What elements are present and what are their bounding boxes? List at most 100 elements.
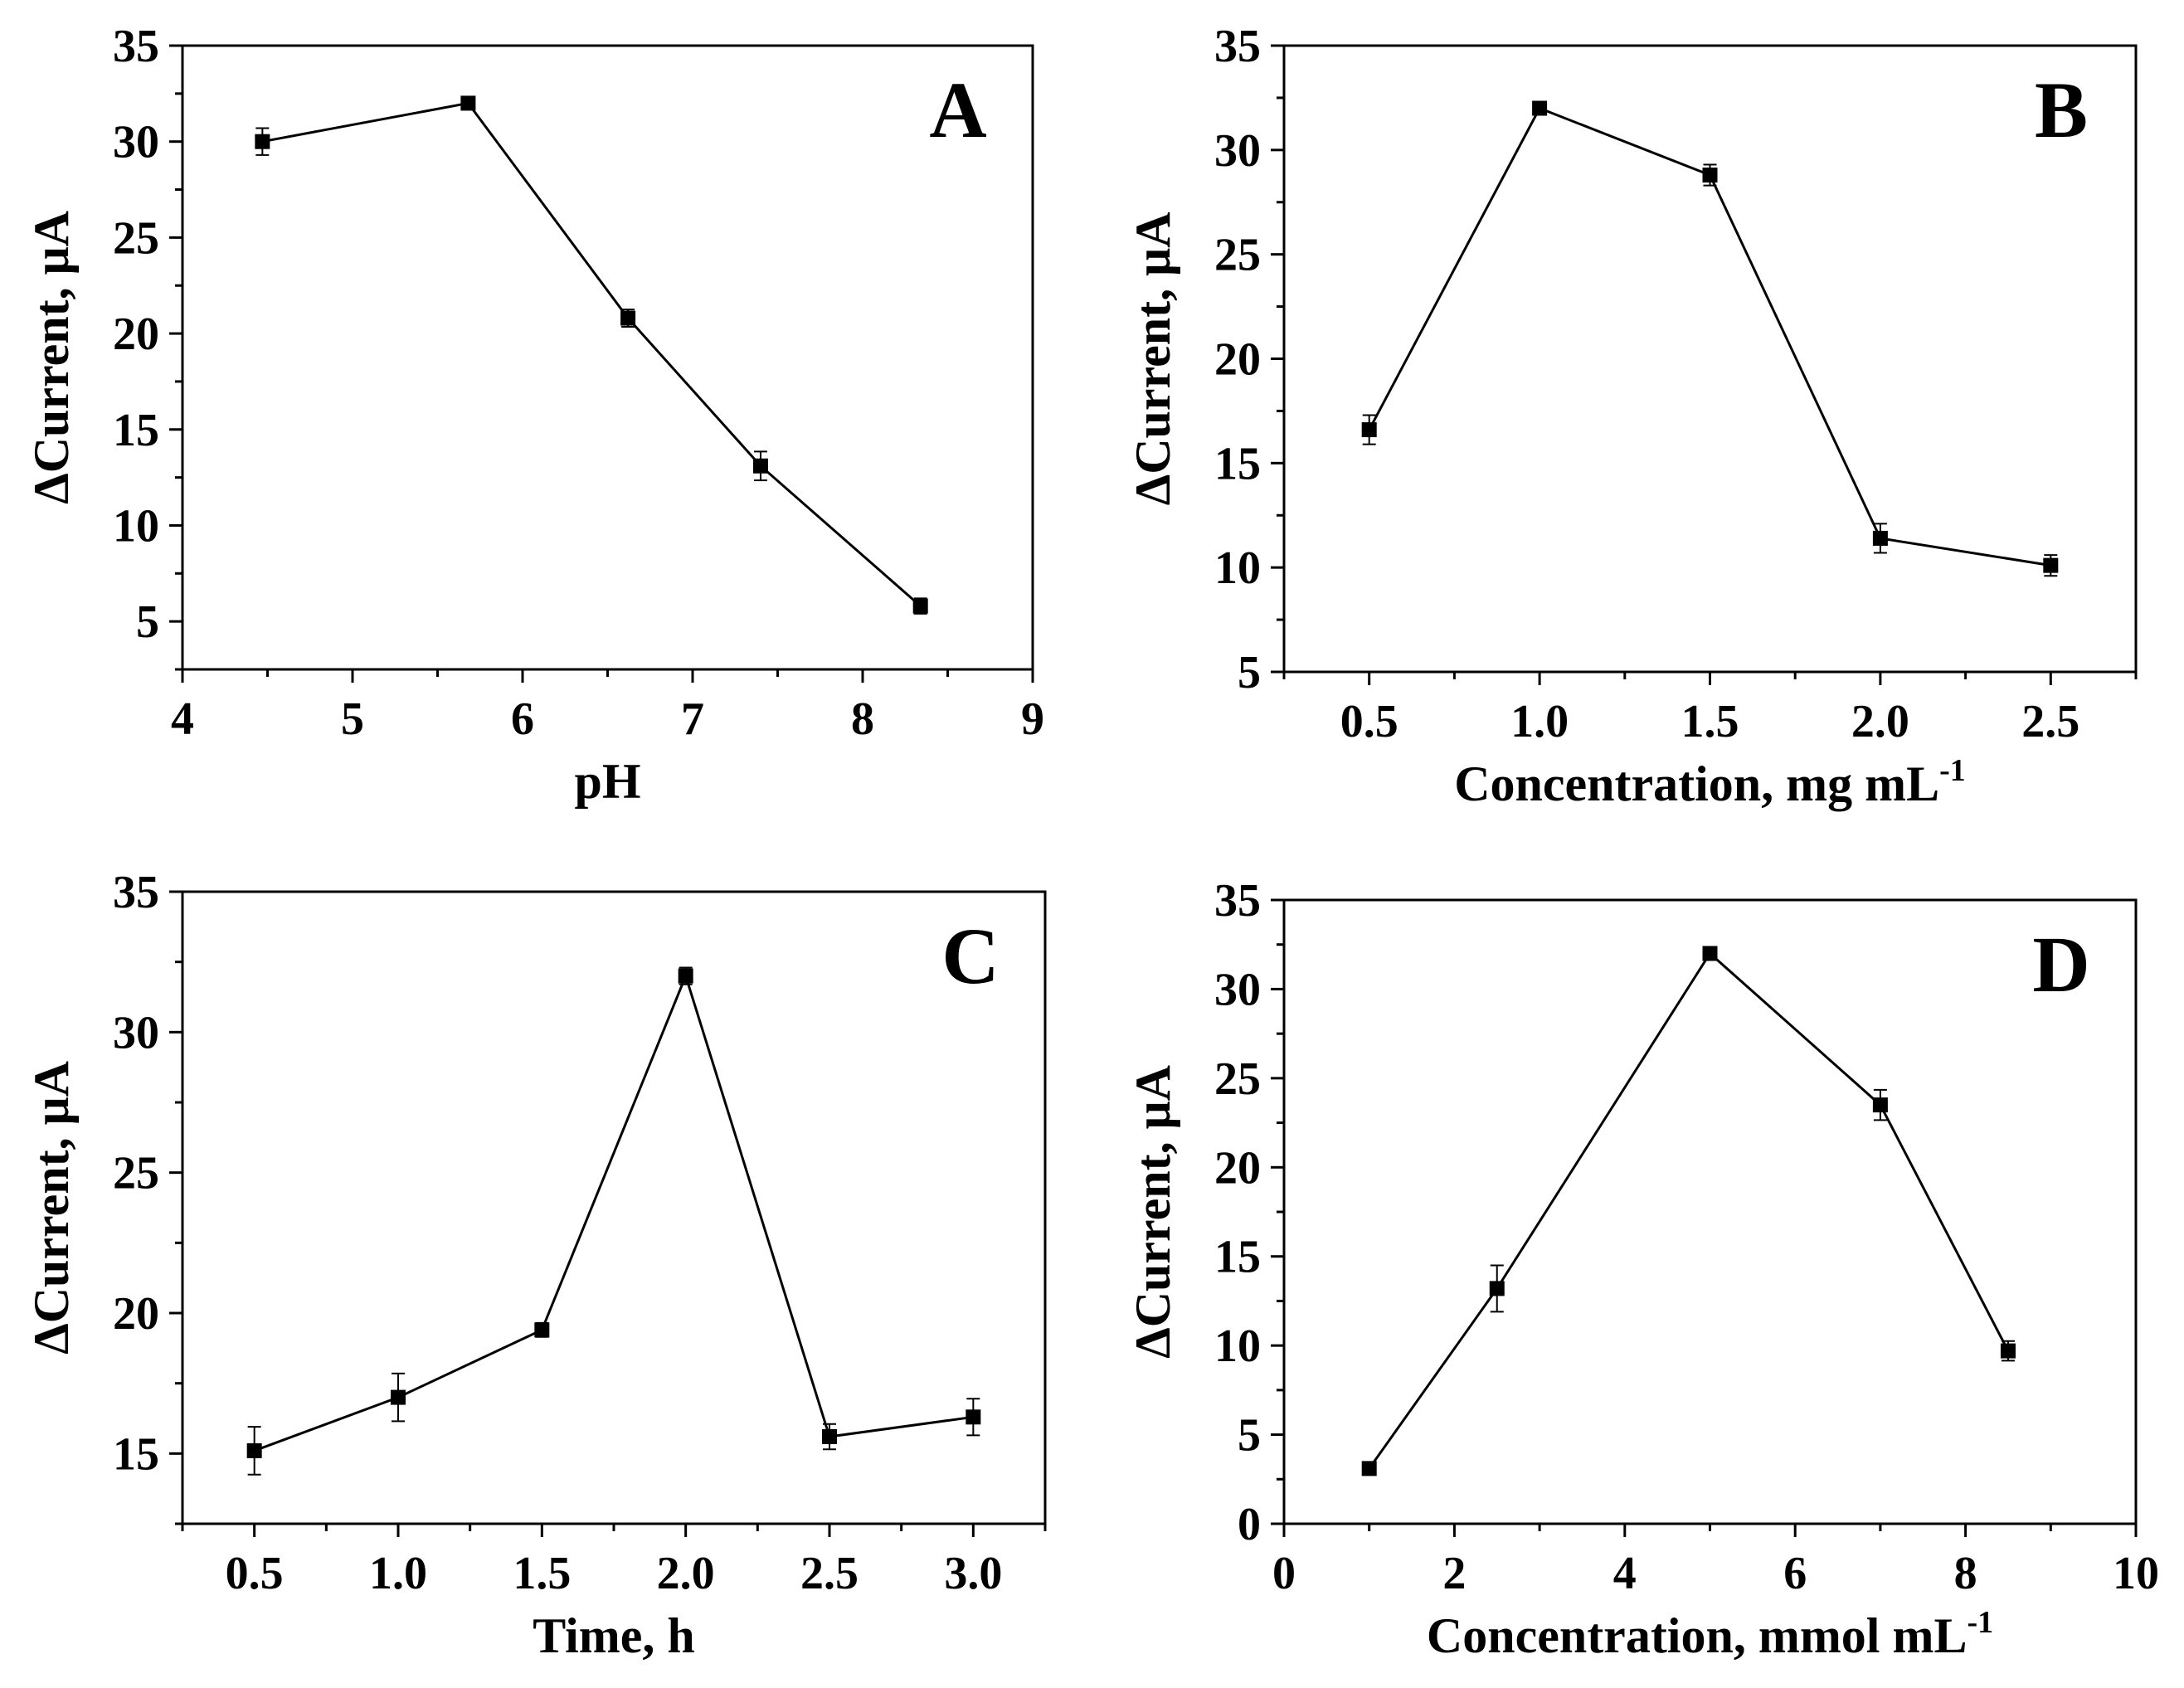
y-tick-label: 15 [1214, 438, 1261, 489]
y-axis-label: ΔCurrent, μA [1126, 1065, 1180, 1359]
data-point [534, 1322, 550, 1338]
x-tick-label: 6 [1783, 1548, 1807, 1599]
x-tick-label: 1.0 [369, 1548, 427, 1599]
y-tick-label: 20 [1214, 1142, 1261, 1194]
panel-letter: C [941, 912, 999, 1000]
chart-panel-b: 0.5 1.0 1.5 2.0 2.5 5 10 15 20 25 30 35 Concentratio… [1126, 21, 2138, 811]
data-point [966, 1409, 981, 1425]
x-tick-label: 2.0 [1851, 696, 1909, 747]
x-tick-label: 6 [511, 693, 534, 745]
x-tick-label: 10 [2113, 1548, 2159, 1599]
x-tick-label: 4 [1613, 1548, 1637, 1599]
data-point [620, 310, 636, 326]
y-tick-label: 5 [136, 596, 159, 648]
x-tick-label: 8 [851, 693, 874, 745]
data-point [822, 1429, 837, 1445]
y-tick-label: 15 [1214, 1232, 1261, 1283]
data-point [1489, 1281, 1505, 1296]
x-tick-label: 0 [1272, 1548, 1296, 1599]
y-tick-label: 10 [1214, 542, 1261, 594]
data-point [246, 1442, 262, 1458]
data-point [1532, 100, 1548, 116]
x-tick-label: 5 [341, 693, 364, 745]
x-tick-label: 2.5 [2021, 696, 2079, 747]
panel-letter: A [929, 66, 986, 154]
x-tick-label: 2.0 [657, 1548, 715, 1599]
y-tick-label: 20 [1214, 334, 1261, 386]
y-tick-label: 25 [1214, 1053, 1261, 1105]
x-tick-label: 1.5 [1681, 696, 1739, 747]
x-tick-label: 1.5 [513, 1548, 571, 1599]
y-axis-label: ΔCurrent, μA [24, 211, 79, 504]
series-line [262, 101, 922, 607]
y-tick-label: 0 [1238, 1499, 1261, 1550]
data-point [460, 95, 476, 111]
chart-panel-d: 0 2 4 6 8 10 0 5 10 15 20 25 30 35 Concentration, mmol… [1126, 875, 2159, 1663]
data-point [1872, 1097, 1888, 1113]
y-axis-label: ΔCurrent, μA [1126, 212, 1180, 506]
y-tick-label: 30 [113, 1007, 159, 1058]
data-point [2043, 557, 2059, 573]
y-tick-label: 20 [113, 1288, 159, 1340]
series-line [254, 972, 974, 1452]
data-point [1702, 946, 1718, 961]
y-tick-label: 30 [1214, 964, 1261, 1015]
x-tick-label: 2.5 [800, 1548, 859, 1599]
y-tick-label: 5 [1238, 1410, 1261, 1462]
y-tick-label: 15 [113, 405, 159, 456]
y-tick-label: 25 [1214, 230, 1261, 281]
plot-frame [1282, 898, 2138, 1525]
plot-frame [181, 44, 1034, 671]
panel-letter: D [2032, 920, 2089, 1009]
x-tick-label: 3.0 [944, 1548, 1002, 1599]
x-tick-label: 2 [1442, 1548, 1466, 1599]
data-point [1872, 530, 1888, 546]
data-point [1702, 168, 1718, 183]
data-point [255, 134, 270, 149]
x-tick-label: 0.5 [1340, 696, 1398, 747]
x-axis-label-text: pH [574, 754, 640, 809]
y-tick-label: 35 [113, 21, 159, 72]
data-point [1361, 1461, 1377, 1476]
x-axis-label-text: Concentration, mmol mL [1427, 1608, 1968, 1663]
panel-letter: B [2035, 66, 2088, 154]
y-axis-label: ΔCurrent, μA [24, 1061, 79, 1355]
x-axis-label: Concentration, mg mL-1 [1454, 753, 1966, 811]
y-tick-label: 35 [1214, 875, 1261, 927]
y-tick-label: 30 [113, 117, 159, 168]
x-axis-label: Time, h [533, 1608, 695, 1663]
series-line [1368, 951, 2010, 1470]
x-axis-label-text: Concentration, mg mL [1454, 756, 1939, 811]
y-tick-label: 15 [113, 1428, 159, 1480]
y-tick-label: 25 [113, 1148, 159, 1199]
x-tick-label: 4 [171, 693, 194, 745]
data-point [678, 968, 693, 984]
data-point [2000, 1343, 2016, 1359]
plot-frame [1282, 44, 2138, 674]
y-tick-label: 35 [113, 867, 159, 918]
y-tick-label: 10 [1214, 1321, 1261, 1372]
y-tick-label: 35 [1214, 21, 1261, 72]
x-axis-label-superscript: -1 [1967, 1605, 1993, 1640]
x-axis-label-text: Time, h [533, 1608, 695, 1663]
x-tick-label: 8 [1954, 1548, 1977, 1599]
x-axis-label: Concentration, mmol mL-1 [1427, 1605, 1993, 1663]
x-tick-label: 9 [1021, 693, 1044, 745]
x-tick-label: 7 [681, 693, 704, 745]
y-tick-label: 30 [1214, 125, 1261, 177]
data-point [391, 1389, 406, 1405]
data-point [1361, 422, 1377, 438]
x-tick-label: 1.0 [1510, 696, 1569, 747]
data-point [753, 458, 768, 474]
x-axis-label: pH [574, 754, 640, 809]
y-tick-label: 10 [113, 500, 159, 552]
y-tick-label: 25 [113, 212, 159, 264]
chart-panel-c: 0.5 1.0 1.5 2.0 2.5 3.0 15 20 25 30 35 Time, h ΔCurr… [24, 867, 1047, 1663]
x-tick-label: 0.5 [226, 1548, 284, 1599]
data-point [912, 598, 928, 614]
y-tick-label: 20 [113, 309, 159, 360]
y-tick-label: 5 [1238, 647, 1261, 698]
x-axis-label-superscript: -1 [1939, 753, 1966, 788]
